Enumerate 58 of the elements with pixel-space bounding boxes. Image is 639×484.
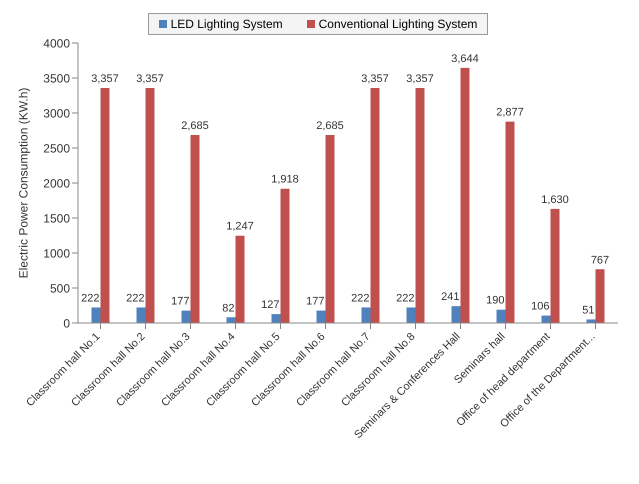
bar: [190, 135, 200, 323]
bar: [550, 208, 560, 323]
bar: [272, 314, 280, 323]
bar: [506, 122, 514, 323]
data-label: 190: [486, 294, 504, 307]
y-tick-label: 3000: [43, 106, 70, 120]
data-label: 1,918: [271, 174, 299, 186]
y-tick-label: 1000: [43, 246, 70, 260]
y-tick-label: 500: [50, 281, 70, 296]
data-label: 1,630: [541, 194, 569, 206]
bar: [100, 88, 110, 323]
y-axis-title: Electric Power Consumption (KW.h): [16, 88, 30, 278]
y-tick-label: 1500: [43, 211, 70, 226]
bar: [416, 88, 424, 323]
bar: [92, 307, 100, 323]
y-tick-label: 4000: [43, 36, 70, 50]
data-label: 3,357: [91, 73, 119, 86]
data-label: 3,357: [361, 73, 389, 86]
data-label: 2,877: [496, 106, 524, 119]
bar: [452, 306, 460, 323]
data-label: 3,357: [136, 73, 164, 86]
y-tick-label: 2500: [43, 141, 70, 156]
data-label: 127: [261, 299, 280, 312]
bar: [596, 269, 604, 323]
data-label: 767: [590, 254, 610, 266]
data-label: 177: [306, 296, 324, 308]
bar: [182, 310, 190, 323]
bar: [370, 88, 380, 323]
y-tick-label: 2000: [43, 176, 70, 190]
legend-label: Conventional Lighting System: [318, 17, 478, 31]
bar: [496, 310, 506, 323]
bar: [326, 135, 334, 323]
data-label: 222: [126, 292, 144, 304]
data-label: 2,685: [181, 120, 209, 132]
data-label: 3,644: [451, 52, 479, 65]
bar: [146, 88, 154, 323]
bar: [280, 188, 290, 323]
data-label: 2,685: [316, 120, 344, 132]
bar: [542, 316, 550, 323]
data-label: 177: [171, 296, 190, 308]
bar: [460, 68, 470, 323]
data-label: 106: [531, 300, 550, 313]
data-label: 51: [582, 304, 594, 316]
legend-label: LED Lighting System: [170, 17, 283, 31]
y-tick-label: 3500: [43, 71, 70, 86]
data-label: 82: [222, 302, 234, 314]
data-label: 1,247: [226, 220, 254, 233]
data-label: 241: [441, 291, 460, 304]
y-tick-label: 0: [63, 316, 70, 330]
bar: [316, 310, 326, 323]
data-label: 222: [81, 292, 100, 304]
data-label: 222: [351, 292, 370, 304]
bar: [236, 236, 244, 323]
bar: [136, 307, 146, 323]
bar: [406, 307, 416, 323]
data-label: 222: [396, 292, 414, 304]
data-label: 3,357: [406, 73, 434, 86]
bar: [362, 307, 370, 323]
